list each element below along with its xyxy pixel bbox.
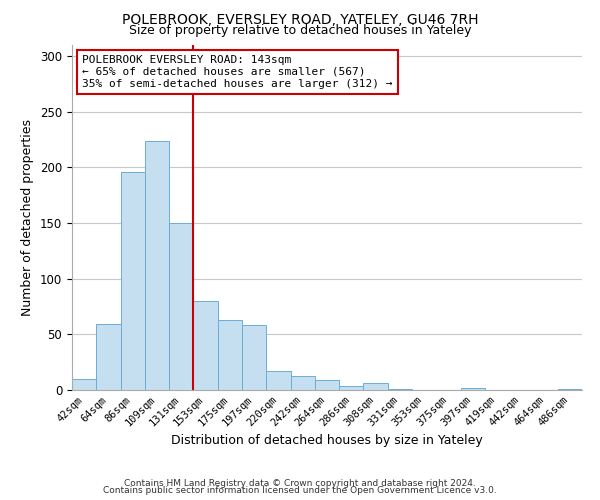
Bar	[96, 324, 121, 390]
X-axis label: Distribution of detached houses by size in Yateley: Distribution of detached houses by size …	[171, 434, 483, 447]
Text: Size of property relative to detached houses in Yateley: Size of property relative to detached ho…	[129, 24, 471, 37]
Text: Contains public sector information licensed under the Open Government Licence v3: Contains public sector information licen…	[103, 486, 497, 495]
Bar	[121, 172, 145, 390]
Text: POLEBROOK, EVERSLEY ROAD, YATELEY, GU46 7RH: POLEBROOK, EVERSLEY ROAD, YATELEY, GU46 …	[122, 12, 478, 26]
Bar	[558, 389, 582, 390]
Bar	[388, 389, 412, 390]
Bar	[242, 326, 266, 390]
Bar	[266, 371, 290, 390]
Bar	[72, 379, 96, 390]
Y-axis label: Number of detached properties: Number of detached properties	[22, 119, 34, 316]
Bar	[461, 388, 485, 390]
Bar	[364, 384, 388, 390]
Bar	[169, 223, 193, 390]
Bar	[218, 320, 242, 390]
Bar	[315, 380, 339, 390]
Bar	[145, 140, 169, 390]
Text: Contains HM Land Registry data © Crown copyright and database right 2024.: Contains HM Land Registry data © Crown c…	[124, 478, 476, 488]
Bar	[290, 376, 315, 390]
Text: POLEBROOK EVERSLEY ROAD: 143sqm
← 65% of detached houses are smaller (567)
35% o: POLEBROOK EVERSLEY ROAD: 143sqm ← 65% of…	[82, 56, 392, 88]
Bar	[193, 301, 218, 390]
Bar	[339, 386, 364, 390]
